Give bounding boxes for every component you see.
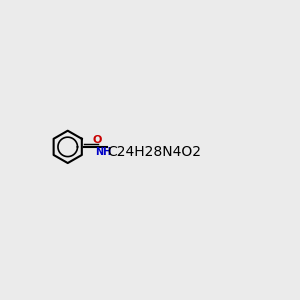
- Text: O: O: [92, 135, 101, 146]
- Text: NH: NH: [95, 147, 111, 157]
- Text: C24H28N4O2: C24H28N4O2: [107, 145, 201, 158]
